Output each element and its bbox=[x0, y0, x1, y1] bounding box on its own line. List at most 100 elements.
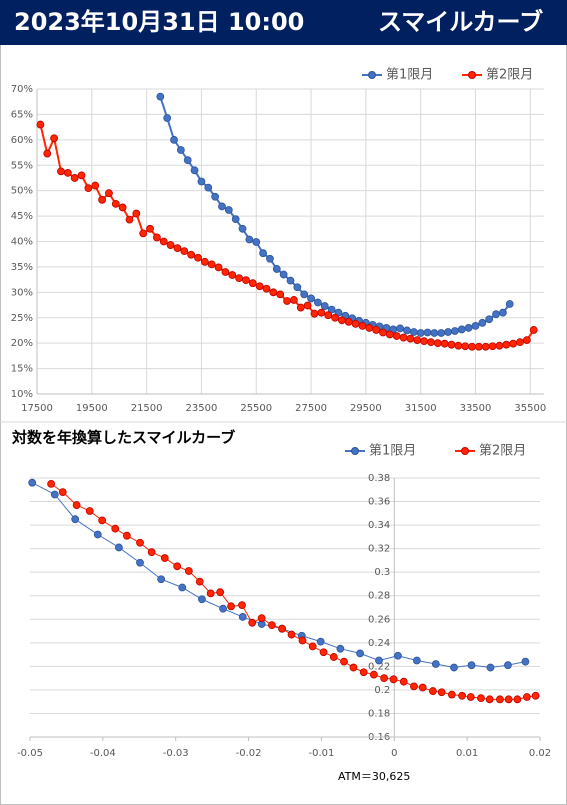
data-point bbox=[125, 215, 134, 224]
data-point bbox=[279, 270, 288, 279]
data-point bbox=[365, 324, 374, 332]
data-point bbox=[303, 301, 312, 310]
y-tick-label: 0.36 bbox=[368, 497, 390, 508]
data-point bbox=[206, 589, 215, 598]
data-point bbox=[485, 315, 494, 324]
data-point bbox=[464, 324, 473, 332]
data-point bbox=[509, 339, 518, 348]
data-point bbox=[420, 337, 429, 346]
data-point bbox=[505, 300, 514, 308]
data-point bbox=[430, 329, 439, 337]
legend-marker bbox=[351, 447, 359, 455]
data-point bbox=[252, 238, 261, 246]
data-point bbox=[136, 538, 144, 547]
annotation: ATM＝30,625 bbox=[338, 770, 410, 783]
data-point bbox=[187, 250, 196, 259]
data-point bbox=[267, 621, 276, 630]
data-point bbox=[522, 336, 531, 345]
data-point bbox=[308, 642, 317, 651]
data-point bbox=[412, 656, 421, 665]
data-point bbox=[248, 618, 257, 627]
data-point bbox=[63, 168, 72, 177]
data-point bbox=[529, 326, 538, 334]
data-point bbox=[380, 674, 388, 683]
data-point bbox=[437, 688, 446, 697]
data-point bbox=[369, 670, 378, 679]
data-point bbox=[183, 156, 192, 165]
data-point bbox=[170, 135, 178, 144]
data-point bbox=[211, 192, 220, 201]
data-point bbox=[238, 601, 246, 610]
legend-label: 第1限月 bbox=[386, 68, 433, 83]
data-point bbox=[475, 342, 483, 351]
x-tick-label: -0.04 bbox=[90, 748, 116, 759]
legend-marker bbox=[468, 71, 476, 79]
data-point bbox=[286, 276, 295, 285]
data-point bbox=[314, 298, 322, 307]
y-tick-label: 20% bbox=[11, 338, 33, 349]
data-point bbox=[84, 184, 93, 193]
data-point bbox=[287, 630, 296, 639]
data-point bbox=[152, 233, 161, 242]
y-tick-label: 10% bbox=[11, 389, 33, 400]
data-point bbox=[132, 209, 141, 218]
data-point bbox=[221, 268, 230, 276]
data-point bbox=[70, 174, 79, 182]
chart-title: 対数を年換算したスマイルカーブ bbox=[11, 429, 235, 447]
data-point bbox=[531, 691, 540, 700]
legend-marker bbox=[368, 71, 376, 79]
data-point bbox=[72, 501, 81, 509]
data-point bbox=[218, 202, 226, 211]
x-tick-label: 0.01 bbox=[456, 748, 478, 759]
data-point bbox=[227, 602, 235, 611]
x-tick-label: 0.02 bbox=[529, 748, 551, 759]
data-point bbox=[344, 317, 353, 326]
data-point bbox=[300, 290, 309, 299]
data-point bbox=[77, 171, 86, 180]
data-point bbox=[504, 695, 513, 704]
data-point bbox=[98, 516, 107, 525]
data-point bbox=[198, 595, 206, 604]
x-tick-label: -0.02 bbox=[236, 748, 262, 759]
y-tick-label: 60% bbox=[11, 135, 33, 146]
data-point bbox=[413, 336, 422, 345]
y-tick-label: 45% bbox=[11, 211, 33, 222]
x-tick-label: 27500 bbox=[295, 403, 327, 414]
x-tick-label: 29500 bbox=[350, 403, 382, 414]
data-point bbox=[513, 695, 522, 704]
data-point bbox=[394, 651, 402, 660]
data-point bbox=[276, 290, 285, 299]
data-point bbox=[340, 657, 348, 666]
data-point bbox=[290, 296, 298, 304]
data-point bbox=[50, 490, 59, 499]
x-tick-label: 17500 bbox=[21, 403, 53, 414]
data-point bbox=[431, 660, 440, 668]
data-point bbox=[216, 588, 225, 597]
data-point bbox=[320, 302, 329, 310]
x-tick-label: 0 bbox=[391, 748, 397, 759]
data-point bbox=[317, 308, 326, 317]
data-point bbox=[166, 241, 175, 249]
y-tick-label: 0.26 bbox=[368, 614, 390, 625]
data-point bbox=[331, 313, 339, 322]
data-point bbox=[358, 321, 367, 330]
x-tick-label: 19500 bbox=[76, 403, 108, 414]
x-tick-label: -0.03 bbox=[163, 748, 189, 759]
data-point bbox=[156, 92, 165, 101]
data-point bbox=[458, 691, 466, 700]
data-point bbox=[418, 683, 427, 692]
y-tick-label: 30% bbox=[11, 287, 33, 298]
data-point bbox=[409, 328, 418, 336]
y-tick-label: 15% bbox=[11, 364, 33, 375]
data-point bbox=[200, 257, 209, 266]
x-tick-label: 33500 bbox=[460, 403, 492, 414]
data-point bbox=[176, 146, 185, 154]
data-point bbox=[403, 326, 411, 335]
x-tick-label: 35500 bbox=[514, 403, 546, 414]
data-point bbox=[427, 338, 435, 347]
data-point bbox=[257, 614, 266, 622]
data-point bbox=[296, 303, 305, 312]
